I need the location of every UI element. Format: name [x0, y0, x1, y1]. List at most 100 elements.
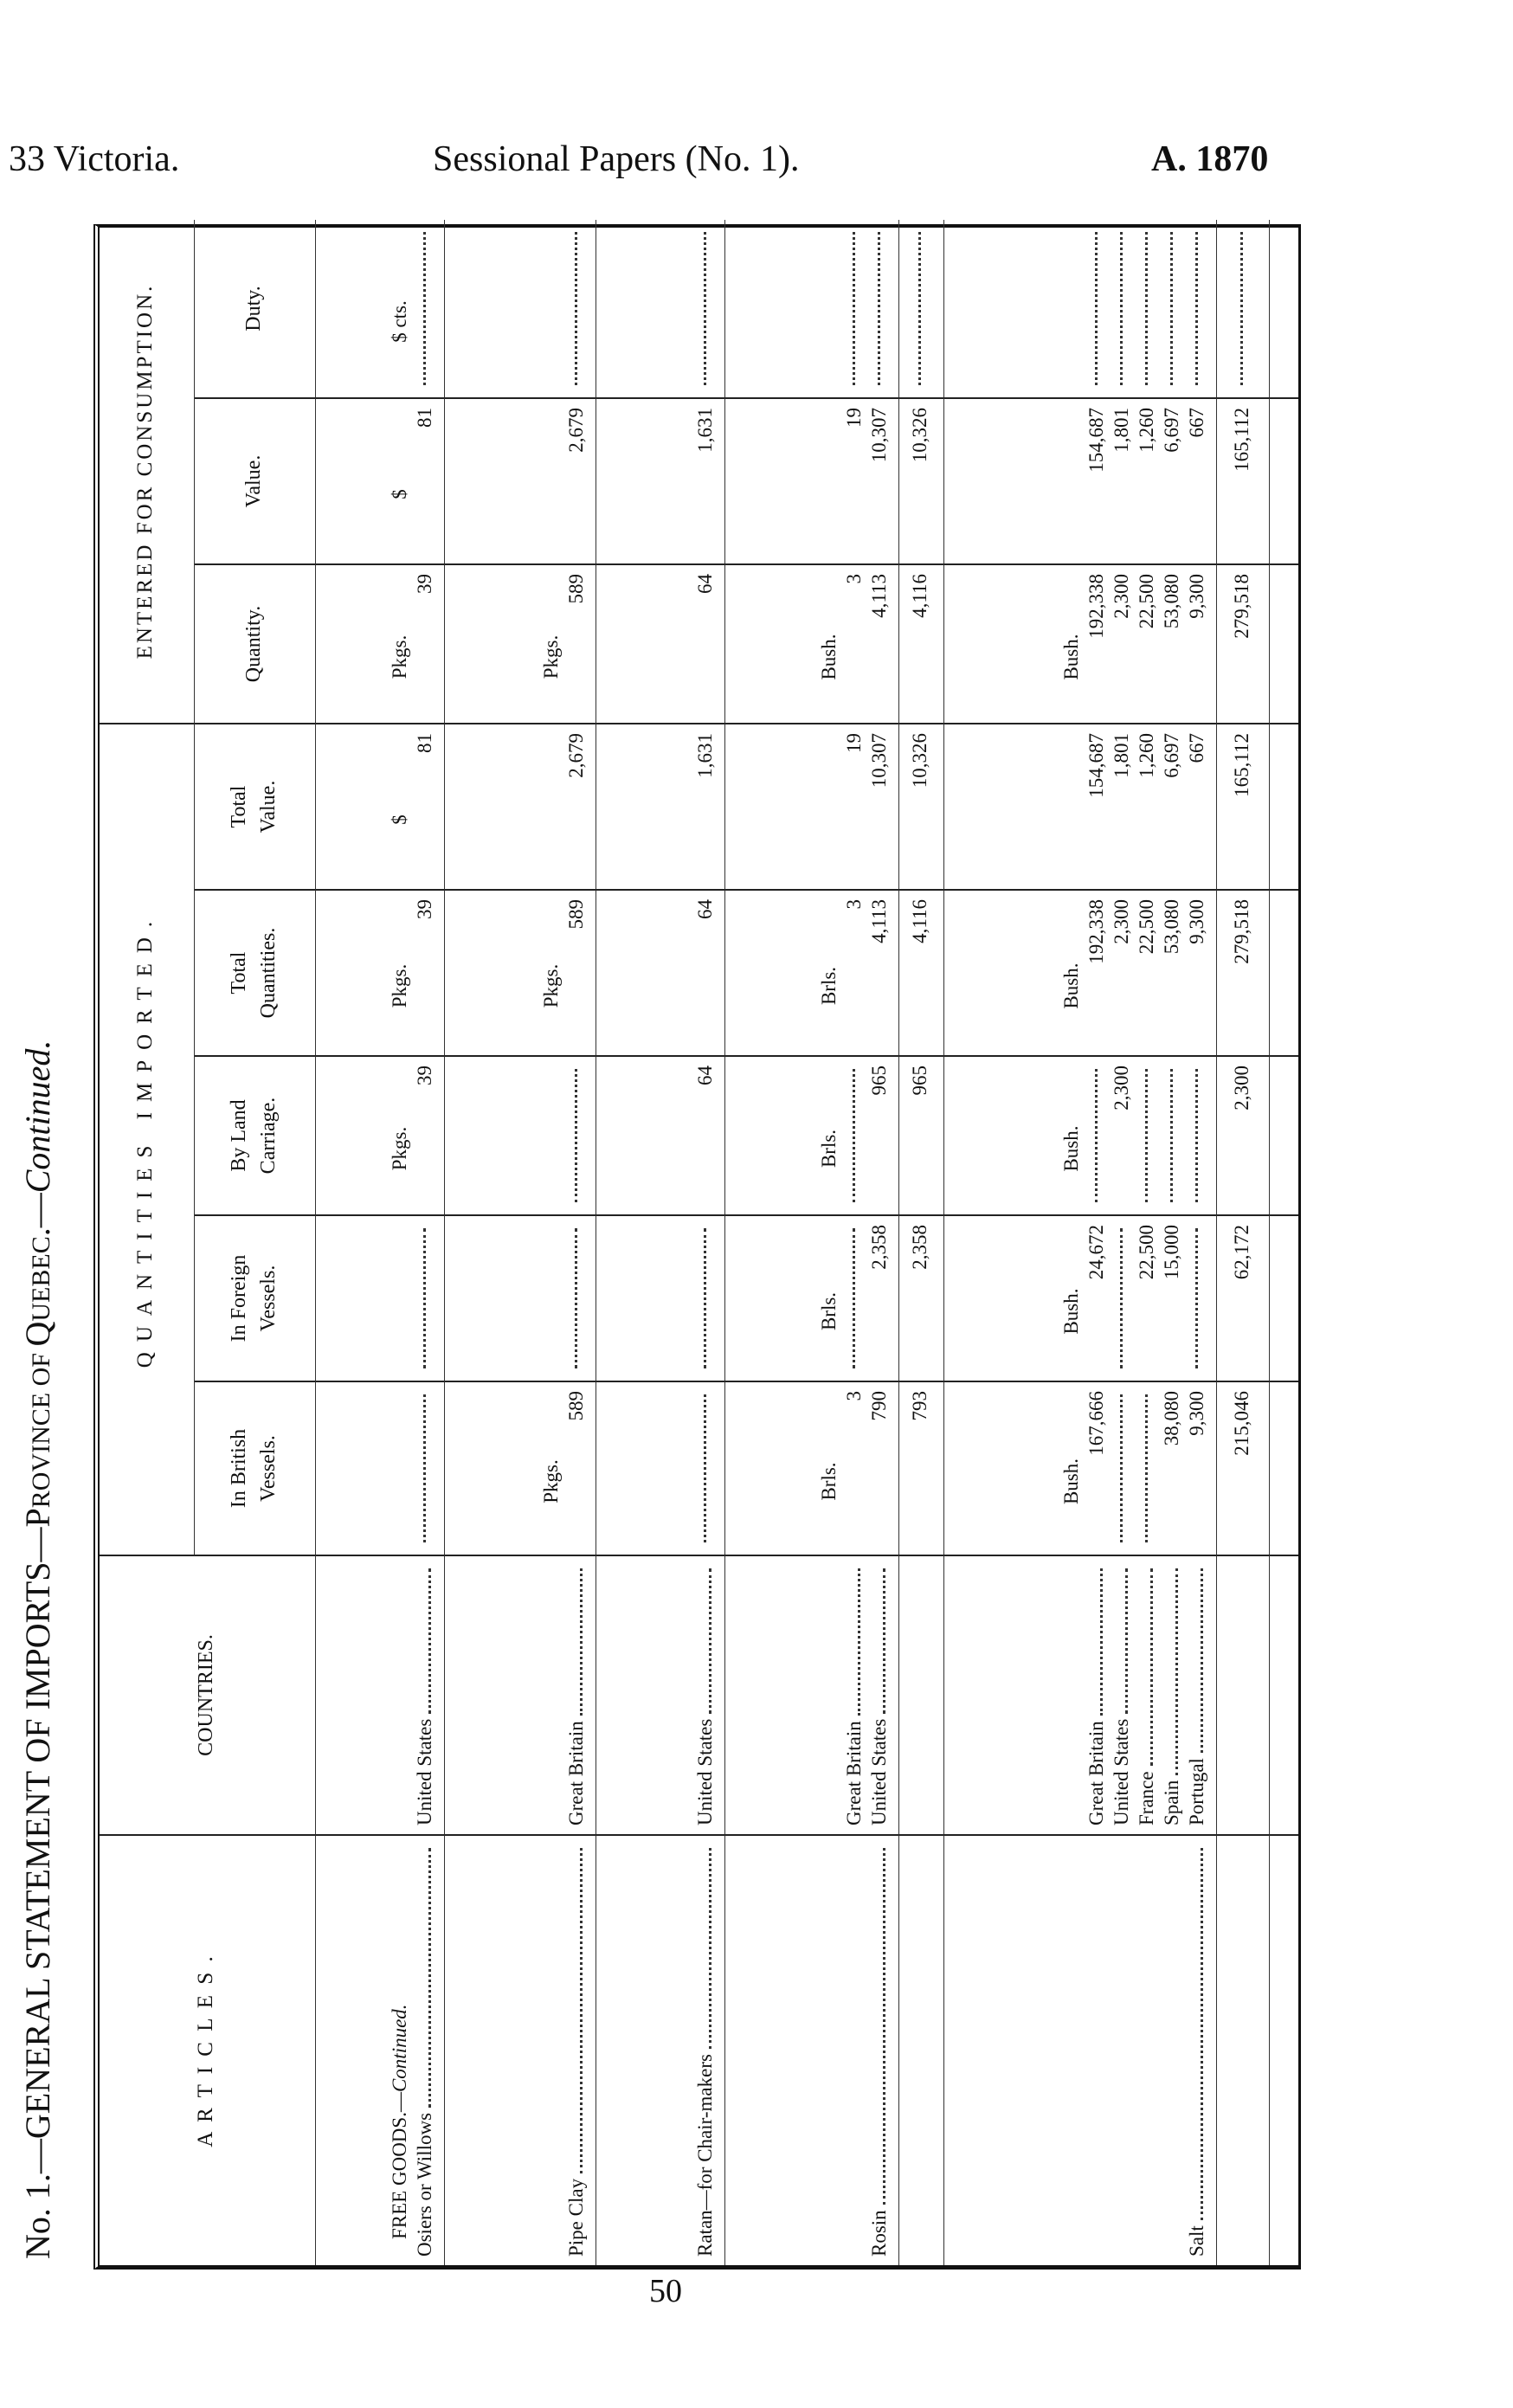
foreign-cell: [316, 1214, 445, 1381]
value: 667: [1186, 733, 1207, 763]
value: 1,801: [1111, 733, 1132, 778]
dot-leader: [1195, 1228, 1198, 1368]
dot-leader: [858, 1568, 860, 1716]
total-value-cell: 19 10,307: [725, 723, 899, 889]
empty-dot-leader: [1159, 229, 1184, 389]
dot-leader: [704, 232, 706, 385]
total-quantity-cell: 279,518: [1217, 563, 1270, 723]
empty-dot-leader: [1229, 229, 1254, 389]
total-land-cell: 2,300: [1217, 1055, 1270, 1214]
foreign-cell: [445, 1214, 596, 1381]
article-label: Ratan—for Chair-makers: [694, 2054, 716, 2257]
value: 19: [843, 733, 865, 753]
article-cell: [1217, 1834, 1270, 2265]
value: 38,080: [1161, 1391, 1182, 1446]
value: 4,116: [909, 574, 930, 618]
total-total-quantities-cell: 279,518: [1217, 889, 1270, 1055]
header-value: Value.: [195, 397, 316, 563]
article-label: Salt: [1186, 2225, 1207, 2257]
dot-leader: [1120, 1394, 1123, 1542]
empty-dot-leader: [1084, 1066, 1109, 1206]
empty-cell: [1270, 1055, 1298, 1214]
dot-leader: [883, 1848, 885, 2205]
article-name: Osiers or Willows: [412, 1845, 437, 2257]
page-number: 50: [649, 2273, 682, 2309]
countries-cell: Great Britain United States: [725, 1555, 899, 1834]
dot-leader: [1095, 232, 1098, 385]
dot-leader: [1170, 232, 1173, 385]
total-value-cell: 1,631: [596, 723, 725, 889]
country-line: United States: [1109, 1565, 1134, 1825]
value: 192,338: [1085, 899, 1107, 964]
title-continued: Continued.: [18, 1040, 57, 1194]
header-line: Quantities.: [256, 927, 280, 1019]
unit-label: Pkgs.: [540, 963, 562, 1008]
header-land: By Land Carriage.: [195, 1055, 316, 1214]
country-line: Portugal: [1184, 1565, 1209, 1825]
empty-dot-leader: [1184, 229, 1209, 389]
header-line: Value.: [241, 454, 265, 508]
header-countries: COUNTRIES.: [100, 1555, 316, 1834]
header-british: In British Vessels.: [195, 1381, 316, 1555]
dot-leader: [1120, 232, 1123, 385]
running-head-year: A. 1870: [1151, 139, 1269, 179]
dot-leader: [428, 1568, 431, 1714]
duty-cell: $ cts.: [316, 220, 445, 397]
dot-leader: [1201, 1848, 1203, 2221]
british-cell: Brls. 3 790: [725, 1381, 899, 1555]
article-cell: [899, 1834, 944, 2265]
value: 793: [909, 1391, 930, 1421]
empty-dot-leader: [841, 229, 866, 389]
value: 589: [565, 574, 587, 604]
total-quantities-cell: Pkgs. 39: [316, 889, 445, 1055]
foreign-cell: Brls. 2,358: [725, 1214, 899, 1381]
value: 192,338: [1085, 574, 1107, 639]
total-value-cell: 2,679: [445, 723, 596, 889]
british-cell: [596, 1381, 725, 1555]
header-line: Carriage.: [256, 1097, 280, 1175]
total-quantities-cell: Bush. 192,338 2,300 22,500 53,080 9,300: [944, 889, 1217, 1055]
article-cell: Ratan—for Chair-makers: [596, 1834, 725, 2265]
header-total-value: Total Value.: [195, 723, 316, 889]
value: 22,500: [1136, 1225, 1157, 1280]
value: 279,518: [1230, 899, 1252, 964]
quantity-cell: Bush. 192,338 2,300 22,500 53,080 9,300: [944, 563, 1217, 723]
value: 64: [694, 899, 716, 919]
quantity-cell: Pkgs. 589: [445, 563, 596, 723]
value: 39: [414, 574, 435, 594]
unit-label: $: [389, 814, 410, 825]
dot-leader: [1125, 1568, 1128, 1714]
value: 1,631: [694, 733, 716, 778]
countries-cell: Great Britain United States France Spain Por…: [944, 1555, 1217, 1834]
quantity-cell: 64: [596, 563, 725, 723]
total-value-cell: 165,112: [1217, 397, 1270, 563]
unit-label: Pkgs.: [540, 1459, 562, 1503]
article-name: Ratan—for Chair-makers: [692, 1845, 718, 2257]
header-line: Value.: [256, 780, 280, 834]
value: 2,300: [1230, 1066, 1252, 1111]
dot-leader: [423, 1394, 426, 1542]
empty-dot-leader: [563, 1066, 589, 1206]
dot-leader: [1145, 232, 1148, 385]
value: 2,300: [1111, 899, 1132, 944]
value: 10,307: [868, 733, 890, 789]
unit-label: $ cts.: [389, 300, 410, 343]
title-prefix: No. 1.—GENERAL STATEMENT OF IMPORTS—P: [18, 1508, 57, 2259]
countries-cell: United States: [596, 1555, 725, 1834]
dot-leader: [918, 232, 921, 385]
land-cell: Brls. 965: [725, 1055, 899, 1214]
value: 2,300: [1111, 574, 1132, 619]
unit-label: $: [389, 489, 410, 499]
empty-dot-leader: [1134, 229, 1159, 389]
dot-leader: [1201, 1568, 1203, 1754]
total-total-value-cell: 165,112: [1217, 723, 1270, 889]
article-cell: Salt: [944, 1834, 1217, 2265]
article-cell: FREE GOODS.— Continued. Osiers or Willows: [316, 1834, 445, 2265]
countries-cell: [1217, 1555, 1270, 1834]
dot-leader: [1195, 1069, 1198, 1202]
empty-cell: [1270, 1555, 1298, 1834]
value: 3: [843, 574, 865, 584]
country-line: United States: [412, 1565, 437, 1825]
value: 62,172: [1230, 1225, 1252, 1280]
unit-label: Bush.: [1060, 1458, 1082, 1505]
